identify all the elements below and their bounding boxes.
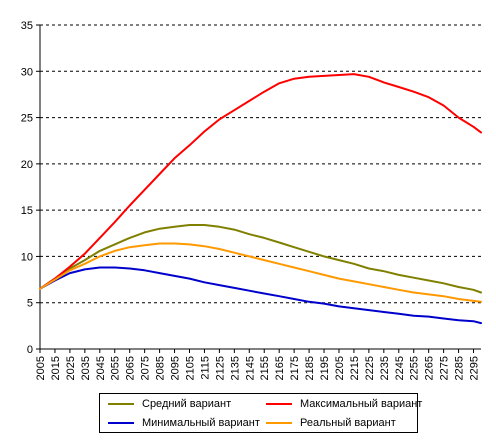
- legend-swatch-2: [108, 422, 134, 424]
- x-tick-label-2075: 2075: [140, 356, 152, 380]
- x-tick-label-2045: 2045: [95, 356, 107, 380]
- y-tick-label-10: 10: [21, 251, 33, 263]
- y-tick-label-15: 15: [21, 205, 33, 217]
- series-line-1: [39, 73, 482, 290]
- legend-label-2: Минимальный вариант: [142, 417, 260, 429]
- legend-swatch-1: [266, 403, 292, 405]
- x-tick-label-2095: 2095: [170, 356, 182, 380]
- legend-label-3: Реальный вариант: [300, 417, 396, 429]
- legend: Средний вариант Максимальный вариант Мин…: [99, 393, 422, 433]
- x-tick-label-2025: 2025: [65, 356, 77, 380]
- legend-item-3: Реальный вариант: [266, 414, 396, 432]
- x-tick-label-2285: 2285: [454, 356, 466, 380]
- x-tick-label-2195: 2195: [319, 356, 331, 380]
- x-tick-label-2165: 2165: [274, 356, 286, 380]
- x-tick-label-2135: 2135: [229, 356, 241, 380]
- y-tick-label-35: 35: [21, 20, 33, 32]
- x-tick-label-2055: 2055: [110, 356, 122, 380]
- x-tick-label-2175: 2175: [289, 356, 301, 380]
- x-tick-label-2065: 2065: [125, 356, 137, 380]
- y-tick-label-0: 0: [27, 344, 33, 356]
- legend-label-1: Максимальный вариант: [300, 398, 423, 410]
- legend-label-0: Средний вариант: [142, 398, 232, 410]
- series-line-0: [39, 224, 482, 294]
- x-tick-label-2145: 2145: [244, 356, 256, 380]
- x-tick-label-2275: 2275: [439, 356, 451, 380]
- x-tick-label-2235: 2235: [379, 356, 391, 380]
- x-tick-label-2085: 2085: [155, 356, 167, 380]
- x-tick-label-2295: 2295: [469, 356, 481, 380]
- y-tick-label-30: 30: [21, 66, 33, 78]
- grid-layer: [40, 24, 481, 304]
- y-tick-label-25: 25: [21, 113, 33, 125]
- x-tick-label-2035: 2035: [80, 356, 92, 380]
- x-tick-label-2265: 2265: [424, 356, 436, 380]
- series-layer: [39, 73, 482, 325]
- x-tick-label-2255: 2255: [409, 356, 421, 380]
- legend-item-2: Минимальный вариант: [108, 414, 260, 432]
- legend-swatch-0: [108, 403, 134, 405]
- legend-item-0: Средний вариант: [108, 395, 231, 413]
- x-tick-label-2125: 2125: [214, 356, 226, 380]
- series-line-3: [39, 242, 482, 303]
- legend-swatch-3: [266, 422, 292, 424]
- series-line-2: [39, 266, 482, 325]
- x-tick-label-2205: 2205: [334, 356, 346, 380]
- x-tick-label-2185: 2185: [304, 356, 316, 380]
- x-tick-label-2225: 2225: [364, 356, 376, 380]
- x-tick-label-2155: 2155: [259, 356, 271, 380]
- x-tick-label-2105: 2105: [184, 356, 196, 380]
- x-tick-label-2005: 2005: [35, 356, 47, 380]
- x-tick-label-2245: 2245: [394, 356, 406, 380]
- y-tick-label-20: 20: [21, 159, 33, 171]
- y-tick-label-5: 5: [27, 298, 33, 310]
- legend-item-1: Максимальный вариант: [266, 395, 422, 413]
- x-tick-label-2215: 2215: [349, 356, 361, 380]
- x-tick-label-2015: 2015: [50, 356, 62, 380]
- x-tick-label-2115: 2115: [199, 356, 211, 380]
